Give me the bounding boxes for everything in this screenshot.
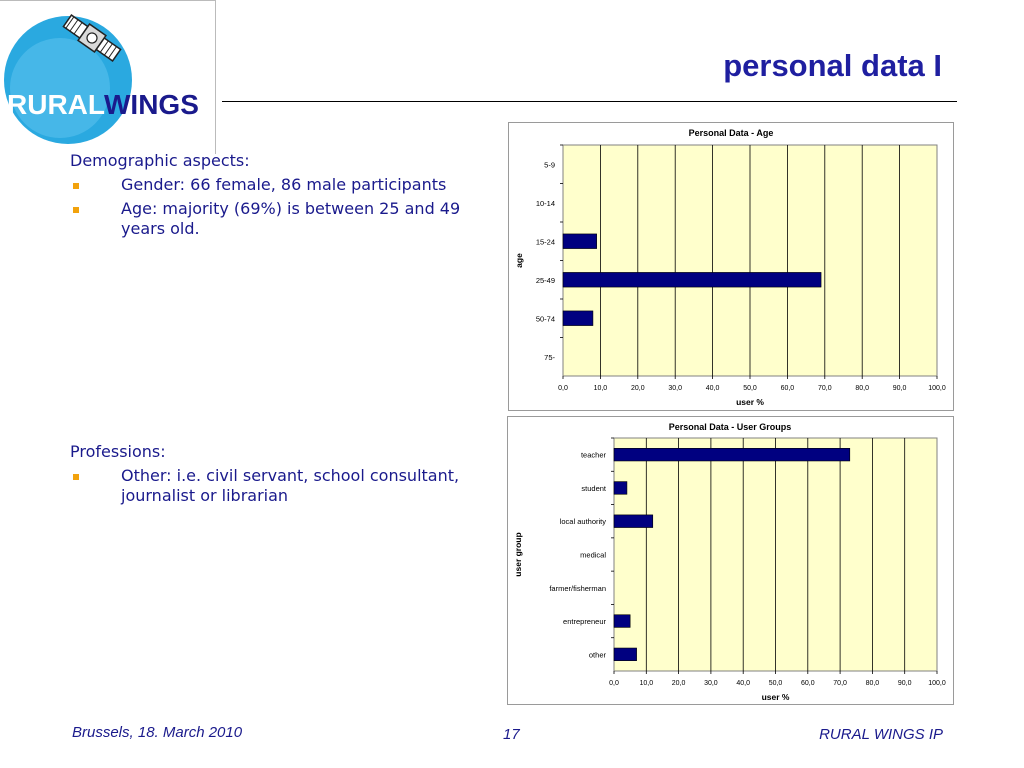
x-tick-label: 100,0 [928, 680, 946, 687]
bar [562, 272, 822, 288]
page-number: 17 [503, 726, 520, 743]
bar [562, 233, 597, 249]
x-tick-label: 20,0 [631, 385, 645, 392]
y-tick-label: 75- [544, 353, 555, 362]
professions-heading: Professions: [70, 442, 166, 461]
x-tick-label: 60,0 [781, 385, 795, 392]
professions-list: Other: i.e. civil servant, school consul… [70, 466, 470, 506]
bullet-icon [73, 474, 79, 480]
bar [613, 647, 637, 661]
footer-date: Brussels, 18. March 2010 [72, 724, 243, 741]
bar [613, 514, 654, 528]
demographics-section: Demographic aspects: Gender: 66 female, … [70, 151, 470, 243]
y-tick-label: 10-14 [536, 199, 555, 208]
gender-bullet-text: Gender: 66 female, 86 male participants [121, 175, 447, 194]
bar [562, 310, 594, 326]
list-item: Age: majority (69%) is between 25 and 49… [70, 199, 470, 239]
x-tick-label: 20,0 [672, 680, 686, 687]
ruralwings-logo: RURAL WINGS [0, 0, 216, 154]
logo-text-wings: WINGS [104, 89, 199, 120]
y-tick-label: entrepreneur [563, 617, 606, 626]
user-groups-chart: Personal Data - User Groups 0,0 10,0 20,0 30… [507, 416, 954, 705]
y-tick-label: 25-49 [536, 276, 555, 285]
list-item: Other: i.e. civil servant, school consul… [70, 466, 470, 506]
x-tick-label: 50,0 [769, 680, 783, 687]
x-tick-label: 70,0 [818, 385, 832, 392]
x-tick-label: 40,0 [736, 680, 750, 687]
chart-title: Personal Data - Age [689, 128, 774, 138]
x-tick-label: 0,0 [558, 385, 568, 392]
x-tick-label: 90,0 [893, 385, 907, 392]
y-tick-label: medical [580, 551, 606, 560]
x-tick-label: 10,0 [594, 385, 608, 392]
footer-project: RURAL WINGS IP [819, 726, 943, 743]
x-axis-label: user % [736, 397, 764, 407]
y-tick-label: other [589, 650, 607, 659]
age-chart-svg: Personal Data - Age 0,0 10,0 20,0 30,0 40,0 50… [514, 128, 946, 407]
y-tick-label: 5-9 [544, 160, 555, 169]
logo-text-rural: RURAL [7, 89, 105, 120]
x-tick-label: 30,0 [668, 385, 682, 392]
title-divider [222, 101, 957, 102]
y-tick-label: farmer/fisherman [549, 584, 606, 593]
bullet-icon [73, 207, 79, 213]
y-axis-label: age [514, 253, 524, 268]
x-tick-label: 30,0 [704, 680, 718, 687]
x-tick-label: 90,0 [898, 680, 912, 687]
x-tick-label: 40,0 [706, 385, 720, 392]
user-groups-chart-svg: Personal Data - User Groups 0,0 10,0 20,0 30… [513, 422, 946, 702]
age-chart: Personal Data - Age 0,0 10,0 20,0 30,0 40,0 50… [508, 122, 954, 411]
x-tick-label: 80,0 [866, 680, 880, 687]
age-bullet-text: Age: majority (69%) is between 25 and 49… [121, 199, 461, 238]
x-tick-label: 80,0 [855, 385, 869, 392]
y-tick-label: local authority [560, 517, 607, 526]
y-tick-label: student [581, 484, 607, 493]
satellite-icon [62, 14, 122, 62]
bar [613, 614, 631, 628]
chart-title: Personal Data - User Groups [669, 422, 792, 432]
professions-section: Professions: Other: i.e. civil servant, … [70, 442, 470, 510]
x-tick-label: 0,0 [609, 680, 619, 687]
y-tick-label: 50-74 [536, 314, 555, 323]
demographics-heading: Demographic aspects: [70, 151, 250, 170]
x-axis-label: user % [762, 692, 790, 702]
y-axis-label: user group [513, 532, 523, 576]
y-tick-label: 15-24 [536, 237, 555, 246]
bar [613, 481, 628, 495]
bullet-icon [73, 183, 79, 189]
x-tick-label: 60,0 [801, 680, 815, 687]
x-tick-label: 50,0 [743, 385, 757, 392]
x-tick-label: 70,0 [833, 680, 847, 687]
other-bullet-text: Other: i.e. civil servant, school consul… [121, 466, 460, 505]
x-tick-label: 100,0 [928, 385, 946, 392]
demographics-list: Gender: 66 female, 86 male participants … [70, 175, 470, 239]
x-tick-label: 10,0 [639, 680, 653, 687]
bar [613, 448, 851, 462]
list-item: Gender: 66 female, 86 male participants [70, 175, 470, 195]
y-tick-label: teacher [581, 451, 607, 460]
slide-title: personal data I [723, 48, 942, 83]
